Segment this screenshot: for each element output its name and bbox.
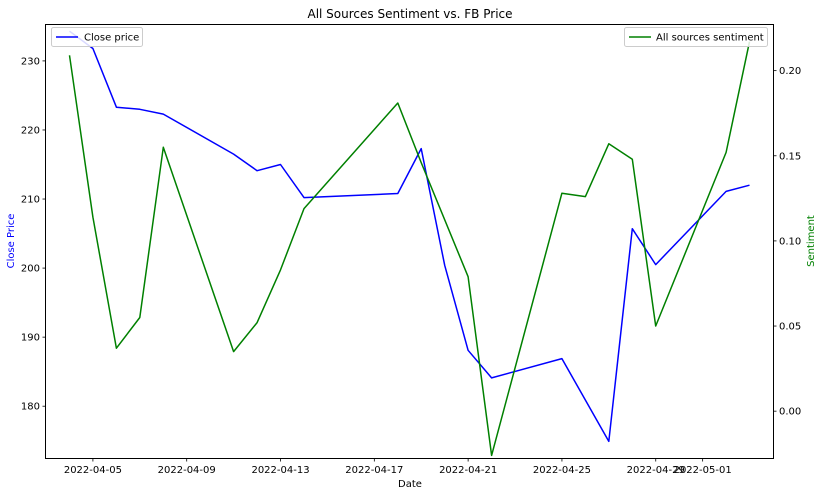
right-y-axis: 0.00 0.05 0.10 0.15 0.20 (773, 66, 801, 418)
left-y-axis: 180 190 200 210 220 230 (21, 56, 46, 413)
legend-close-price: Close price (51, 27, 143, 47)
left-y-tick-label: 210 (21, 195, 40, 206)
right-y-tick-label: 0.15 (779, 151, 801, 162)
left-y-axis-label: Close Price (6, 214, 17, 269)
right-y-tick-label: 0.05 (779, 322, 801, 333)
series-line-close-price (69, 30, 750, 443)
right-y-tick-label: 0.00 (779, 407, 801, 418)
legend-sentiment: All sources sentiment (624, 27, 768, 47)
x-tick-label: 2022-04-09 (158, 465, 216, 476)
left-y-tick-label: 190 (21, 333, 40, 344)
left-y-tick-label: 220 (21, 125, 40, 136)
legend-close-price-frame (51, 27, 143, 47)
plot-area (45, 24, 774, 459)
chart-title: All Sources Sentiment vs. FB Price (307, 7, 512, 21)
x-tick-label: 2022-04-25 (533, 465, 591, 476)
x-axis: 2022-04-05 2022-04-09 2022-04-13 2022-04-17… (64, 458, 732, 476)
left-y-tick-label: 230 (21, 56, 40, 67)
right-y-axis-label: Sentiment (806, 215, 817, 267)
series-line-sentiment (68, 41, 751, 457)
right-y-tick-label: 0.10 (779, 236, 801, 247)
x-tick-label: 2022-04-17 (345, 465, 403, 476)
x-tick-label: 2022-04-05 (64, 465, 122, 476)
right-y-tick-label: 0.20 (779, 66, 801, 77)
left-y-tick-label: 180 (21, 402, 40, 413)
left-y-tick-label: 200 (21, 264, 40, 275)
x-tick-label: 2022-05-01 (674, 465, 732, 476)
x-tick-label: 2022-04-29 (627, 465, 685, 476)
x-axis-label: Date (398, 479, 422, 490)
legend-sentiment-label: All sources sentiment (656, 33, 764, 44)
legend-sentiment-frame (624, 27, 768, 47)
x-tick-label: 2022-04-13 (251, 465, 309, 476)
series-layer (68, 30, 751, 457)
x-tick-label: 2022-04-21 (439, 465, 497, 476)
legend-close-price-label: Close price (84, 33, 139, 44)
